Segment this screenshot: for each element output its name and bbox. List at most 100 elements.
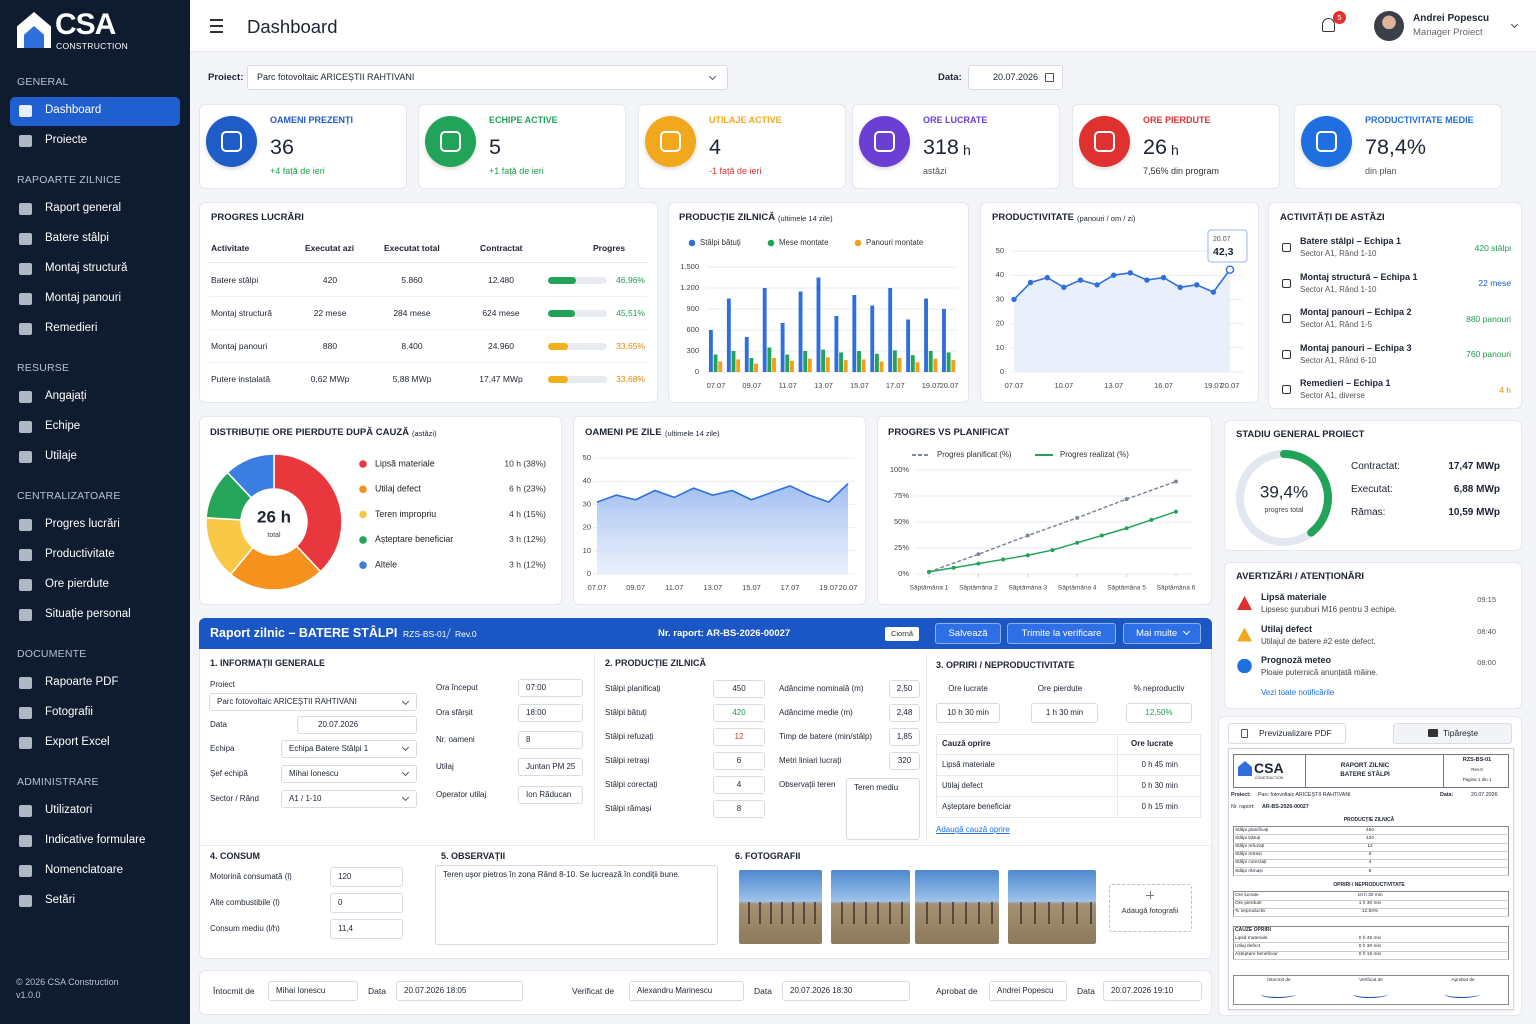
field-input[interactable]: Juntan PM 25 [518, 758, 583, 776]
signature-field[interactable]: Andrei Popescu [989, 981, 1067, 1001]
nav-item[interactable]: Utilaje [45, 449, 77, 462]
stops-link[interactable]: Adaugă cauză oprire [936, 825, 1010, 835]
signature-field[interactable]: 20.07.2026 18:30 [782, 981, 910, 1001]
button-more[interactable]: Mai multe [1123, 623, 1201, 644]
field-input[interactable]: 2,48 [889, 704, 920, 722]
stops-value[interactable]: 12,50% [1126, 703, 1192, 723]
nav-item[interactable]: Indicative formulare [45, 833, 146, 846]
photo[interactable] [831, 870, 910, 944]
notes-textarea[interactable]: Teren ușor pietros în zona Rând 8-10. Se… [435, 865, 718, 945]
photo[interactable] [739, 870, 822, 944]
stops-cell: Lipsă materiale [942, 760, 995, 770]
nav-item[interactable]: Ore pierdute [45, 577, 109, 590]
field-input[interactable]: 120 [330, 867, 403, 887]
kpi-title: ORE PIERDUTE [1143, 115, 1211, 126]
field-input[interactable]: 0 [330, 893, 403, 913]
field-input[interactable]: 6 [713, 752, 765, 770]
field-input[interactable]: 18:00 [518, 704, 583, 722]
signature-field[interactable]: 20.07.2026 18:05 [396, 981, 523, 1001]
activity-icon [1282, 385, 1291, 394]
alerts-link[interactable]: Vezi toate notificările [1261, 688, 1335, 698]
field-input[interactable]: 8 [713, 800, 765, 818]
nav-item[interactable]: Nomenclatoare [45, 863, 123, 876]
pdf-button[interactable]: Previzualizare PDF [1228, 723, 1346, 744]
nav-item[interactable]: Raport general [45, 201, 122, 214]
pdf-title: BATERE STÂLPI [1340, 771, 1390, 779]
date-field[interactable]: 20.07.2026 [297, 716, 417, 734]
field-input[interactable]: 4 [713, 776, 765, 794]
alert-title: Prognoză meteo [1261, 655, 1332, 666]
field-select[interactable]: A1 / 1-10 [281, 790, 417, 808]
bell-icon[interactable] [1322, 18, 1335, 32]
field-textarea[interactable]: Teren mediu [846, 778, 920, 840]
menu-icon-line[interactable] [210, 19, 223, 21]
field-input[interactable]: 420 [713, 704, 765, 722]
menu-icon-line[interactable] [210, 31, 223, 33]
avatar[interactable] [1374, 11, 1404, 41]
chart-title: OAMENI PE ZILE [585, 427, 662, 439]
nav-item[interactable]: Progres lucrări [45, 517, 120, 530]
nav-item[interactable]: Rapoarte PDF [45, 675, 119, 688]
photo[interactable] [1008, 870, 1096, 944]
field-select[interactable]: Echipa Batere Stâlpi 1 [281, 740, 417, 758]
nav-item[interactable]: Fotografii [45, 705, 93, 718]
nav-item[interactable]: Echipe [45, 419, 81, 432]
print-button[interactable]: Tipărește [1393, 723, 1512, 744]
nav-item[interactable]: Batere stâlpi [45, 231, 109, 244]
nav-item[interactable]: Export Excel [45, 735, 110, 748]
nav-item[interactable]: Montaj structură [45, 261, 128, 274]
nav-item[interactable]: Setări [45, 893, 76, 906]
signature-field[interactable]: Mihai Ionescu [268, 981, 358, 1001]
field-input[interactable]: Ion Răducan [518, 786, 583, 804]
field-input[interactable]: 1,85 [889, 728, 920, 746]
field-select[interactable]: Parc fotovoltaic ARICEȘTII RAHTIVANI [209, 693, 417, 711]
nav-item[interactable]: Situație personal [45, 607, 131, 620]
field-input[interactable]: 320 [889, 752, 920, 770]
field-input[interactable]: 12 [713, 728, 765, 746]
table-cell: 8.400 [401, 340, 423, 351]
pdf-row-line [1233, 842, 1509, 844]
nav-icon [19, 451, 32, 463]
card-title: ACTIVITĂȚI DE ASTĂZI [1280, 212, 1385, 224]
nav-item[interactable]: Remedieri [45, 321, 98, 334]
button-save[interactable]: Salvează [935, 623, 1001, 644]
progress-label: 46,96% [616, 274, 645, 285]
nav-item[interactable]: Dashboard [45, 103, 102, 116]
report-number: Nr. raport: AR-BS-2026-00027 [658, 628, 791, 640]
field-input[interactable]: 2,50 [889, 680, 920, 698]
menu-icon-line[interactable] [210, 25, 223, 27]
chart-card [668, 202, 969, 403]
signature-field[interactable]: Alexandru Marinescu [629, 981, 744, 1001]
nav-item[interactable]: Proiecte [45, 133, 88, 146]
field-input[interactable]: 450 [713, 680, 765, 698]
date-picker[interactable]: 20.07.2026 [968, 65, 1063, 90]
add-photo-box[interactable] [1109, 884, 1192, 932]
nav-item[interactable]: Utilizatori [45, 803, 93, 816]
pdf-row-line [1233, 915, 1509, 917]
signature-field[interactable]: 20.07.2026 19:10 [1103, 981, 1202, 1001]
field-input[interactable]: 07:00 [518, 679, 583, 697]
sidebar [0, 0, 190, 1024]
photo[interactable] [915, 870, 999, 944]
nav-icon [19, 549, 32, 561]
field-label: Sector / Rând [210, 794, 259, 804]
chart-title: PRODUCȚIE ZILNICĂ [679, 212, 776, 224]
button-submit[interactable]: Trimite la verificare [1007, 623, 1116, 644]
pdf-header-box [1233, 754, 1509, 788]
pdf-icon [1241, 729, 1248, 738]
chart-subtitle: (panouri / om / zi) [1077, 213, 1136, 223]
nav-item[interactable]: Angajați [45, 389, 87, 402]
add-photo-label[interactable]: Adaugă fotografii [1121, 906, 1179, 916]
nav-item[interactable]: Productivitate [45, 547, 115, 560]
stops-value[interactable]: 10 h 30 min [936, 703, 1000, 723]
pdf-title: RAPORT ZILNIC [1340, 762, 1390, 770]
stops-value[interactable]: 1 h 30 min [1031, 703, 1098, 723]
stops-cell: 0 h 15 min [1141, 802, 1178, 812]
field-select[interactable]: Mihai Ionescu [281, 765, 417, 783]
field-input[interactable]: 11,4 [330, 919, 403, 939]
field-input[interactable]: 8 [518, 731, 583, 749]
kpi-value: 78,4% [1365, 134, 1426, 159]
nav-active-bg[interactable] [10, 96, 180, 126]
project-select[interactable]: Parc fotovoltaic ARICEȘTII RAHTIVANI [247, 65, 728, 90]
nav-item[interactable]: Montaj panouri [45, 291, 122, 304]
